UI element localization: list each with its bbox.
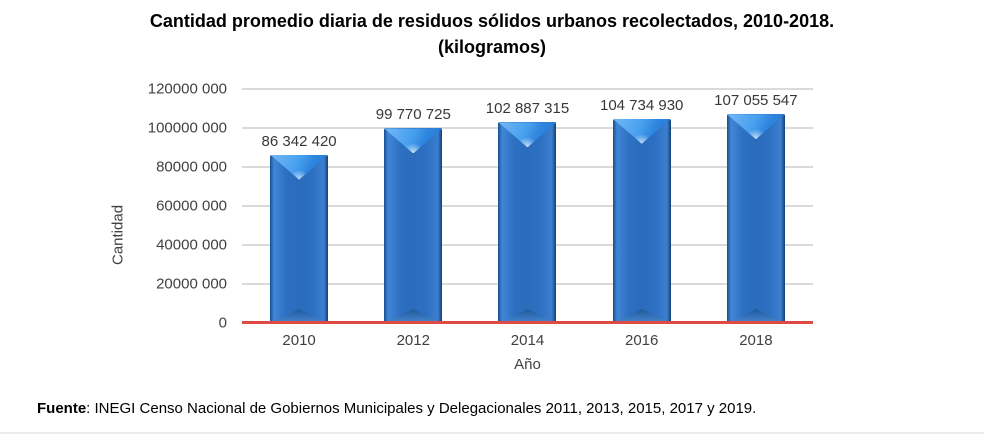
bar-slot-2016: 104 734 930 xyxy=(585,89,699,323)
y-tick-label: 20000 000 xyxy=(156,275,227,293)
bar-value-label-2014: 102 887 315 xyxy=(485,100,570,118)
bar-top-bevel xyxy=(612,118,671,144)
bar-value-label-2018: 107 055 547 xyxy=(714,92,798,110)
bar-2012: 99 770 725 xyxy=(376,106,451,323)
chart-title-line2: (kilogramos) xyxy=(437,37,547,57)
bar-value-label-2010: 86 342 420 xyxy=(261,132,337,150)
x-tick-label-2014: 2014 xyxy=(510,332,545,349)
x-tick-label-2016: 2016 xyxy=(625,332,659,349)
y-tick-label: 40000 000 xyxy=(156,236,227,254)
x-tick-label-2018: 2018 xyxy=(739,332,773,349)
source-label: Fuente xyxy=(37,400,87,417)
source-note: Fuente: INEGI Censo Nacional de Gobierno… xyxy=(37,400,756,417)
x-axis-tick-labels: 2010 2012 2014 2016 2018 xyxy=(242,332,813,352)
bottom-divider xyxy=(0,432,984,434)
y-tick-label: 0 xyxy=(218,314,227,332)
bar-slot-2010: 86 342 420 xyxy=(242,89,356,323)
x-axis-baseline xyxy=(242,321,813,324)
x-axis-title: Año xyxy=(514,356,541,373)
x-tick-label-2010: 2010 xyxy=(282,332,316,349)
bar-2018: 107 055 547 xyxy=(714,92,798,323)
y-tick-label: 120000 000 xyxy=(147,80,227,98)
y-tick-label: 80000 000 xyxy=(156,158,227,176)
y-tick-label: 60000 000 xyxy=(156,197,227,215)
bar-top-bevel xyxy=(270,154,329,180)
y-axis-tick-labels: 0 20000 000 40000 000 60000 000 80000 000 100… xyxy=(0,81,227,332)
chart-title: Cantidad promedio diaria de residuos sól… xyxy=(0,8,984,60)
bar-2014: 102 887 315 xyxy=(486,100,569,323)
bar-slot-2018: 107 055 547 xyxy=(699,89,813,323)
chart-title-line1: Cantidad promedio diaria de residuos sól… xyxy=(149,11,835,31)
y-tick-label: 100000 000 xyxy=(147,119,227,137)
bar-2016: 104 734 930 xyxy=(600,97,683,323)
bar-2010: 86 342 420 xyxy=(262,133,337,323)
x-tick-label-2012: 2012 xyxy=(396,332,430,349)
bar-value-label-2012: 99 770 725 xyxy=(375,106,451,124)
bar-top-bevel xyxy=(384,128,443,154)
plot-area: 86 342 420 99 770 725 102 887 315 104 734 9… xyxy=(242,88,813,324)
bar-slot-2014: 102 887 315 xyxy=(470,89,584,323)
bar-top-bevel xyxy=(498,122,557,148)
gridline xyxy=(242,88,813,90)
bar-value-label-2016: 104 734 930 xyxy=(599,96,684,114)
bar-slot-2012: 99 770 725 xyxy=(356,89,470,323)
bar-top-bevel xyxy=(726,114,785,140)
source-text: : INEGI Censo Nacional de Gobiernos Muni… xyxy=(86,400,757,417)
